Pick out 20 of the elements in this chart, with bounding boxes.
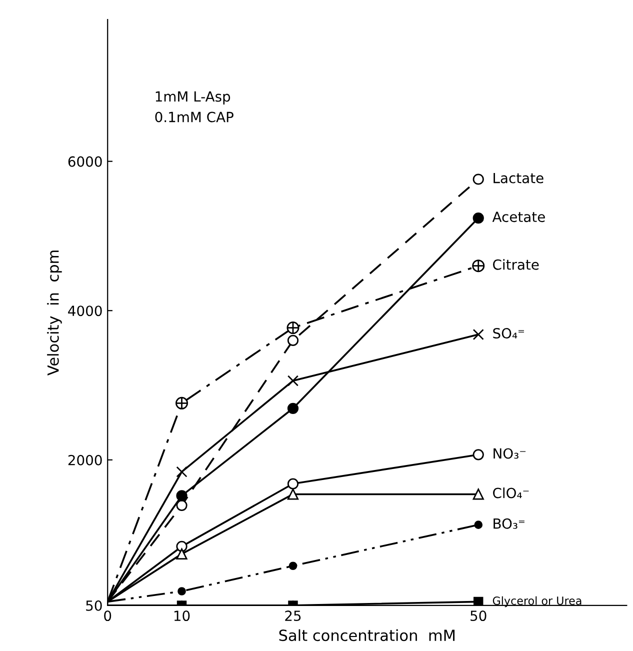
x-tick-label: 10 — [174, 610, 190, 622]
y-tick-label: 2000 — [68, 454, 102, 466]
x-tick-label: 25 — [285, 610, 301, 622]
x-axis-title: Salt concentration mM — [279, 629, 455, 642]
series-label: Acetate — [492, 212, 545, 222]
y-tick-label: 50 — [86, 600, 102, 611]
annotation: 1mM L-Asp — [156, 91, 230, 104]
series-label: Glycerol or Urea — [492, 596, 582, 608]
series-label: Lactate — [494, 172, 544, 184]
x-tick-label: 50 — [470, 610, 486, 622]
series-label: ClO₄⁻ — [493, 488, 529, 498]
y-axis-title: Velocity in cpm — [47, 250, 62, 376]
x-tick-label: 0 — [104, 610, 112, 622]
y-tick-label: 4000 — [68, 306, 102, 316]
series-label: SO₄⁼ — [493, 328, 524, 339]
series-label: NO₃⁻ — [494, 448, 526, 459]
series-label: Citrate — [493, 259, 539, 270]
y-tick-label: 6000 — [68, 156, 102, 167]
annotation: 0.1mM CAP — [155, 112, 234, 122]
series-label: BO₃⁼ — [494, 518, 524, 529]
